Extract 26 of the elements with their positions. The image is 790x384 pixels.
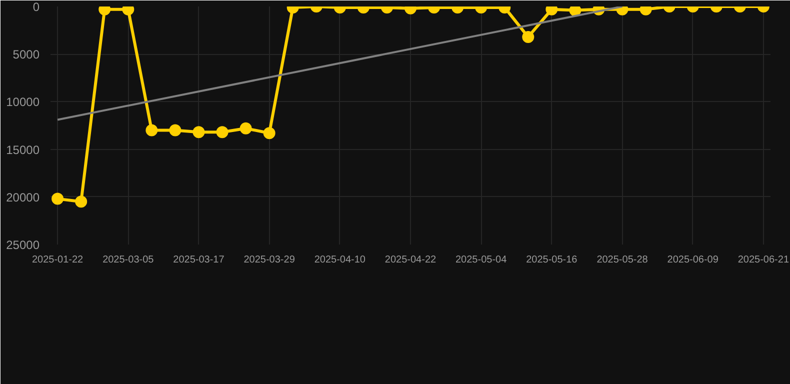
x-tick-label: 2025-03-05: [102, 254, 154, 266]
y-tick-label: 25000: [6, 238, 40, 252]
x-tick-label: 2025-04-10: [314, 254, 366, 266]
point: [146, 124, 158, 136]
point: [192, 126, 205, 138]
x-tick-label: 2025-03-17: [173, 254, 225, 266]
x-tick-label: 2025-03-29: [244, 254, 296, 266]
point: [263, 127, 276, 140]
y-tick-label: 0: [32, 0, 40, 14]
x-tick-label: 2025-04-22: [384, 254, 437, 266]
point: [240, 122, 252, 134]
x-tick-label: 2025-06-09: [667, 254, 719, 266]
point: [216, 126, 228, 138]
x-tick-label: 2025-01-22: [32, 254, 84, 266]
x-tick-label: 2025-05-04: [456, 254, 508, 266]
x-tick-label: 2025-06-21: [738, 254, 790, 266]
point: [569, 6, 582, 16]
y-tick-label: 10000: [6, 95, 40, 110]
y-tick-label: 15000: [6, 142, 40, 157]
y-tick-label: 5000: [12, 48, 40, 62]
point: [169, 124, 182, 136]
x-tick-label: 2025-05-28: [596, 254, 648, 266]
point: [52, 192, 64, 205]
y-tick-label: 20000: [6, 190, 40, 204]
point: [75, 196, 88, 208]
x-tick-label: 2025-05-16: [526, 254, 578, 266]
